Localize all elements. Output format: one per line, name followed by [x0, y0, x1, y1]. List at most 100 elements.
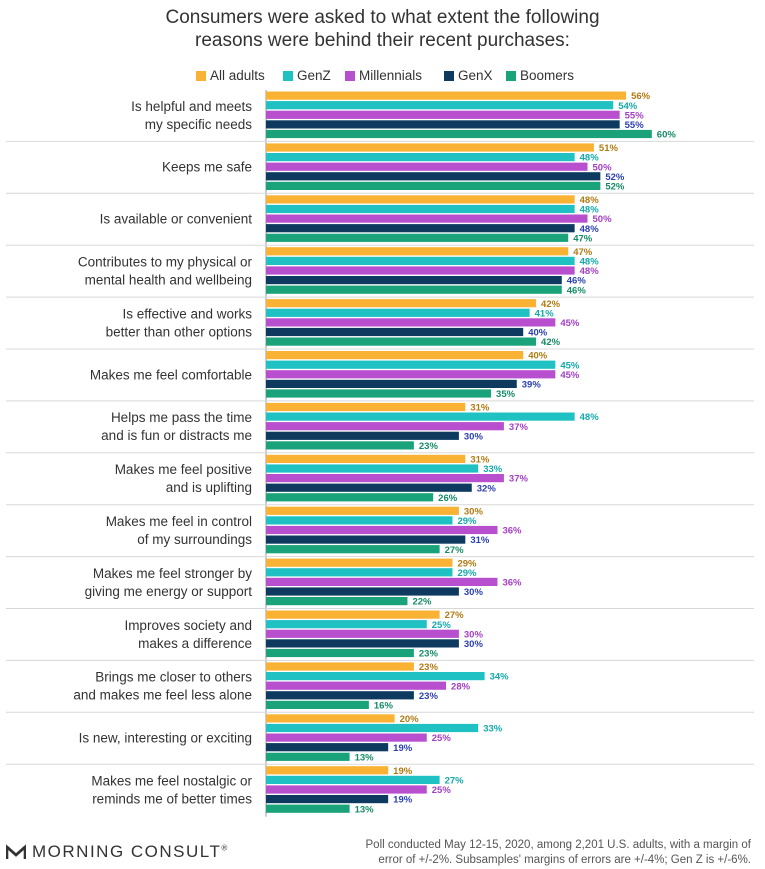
category-label: Makes me feel positive	[115, 462, 252, 477]
bar-value-label: 42%	[541, 299, 561, 310]
bar-value-label: 19%	[393, 743, 413, 754]
category-label: Keeps me safe	[162, 160, 252, 175]
bar-millennials	[266, 266, 575, 275]
bar-value-label: 25%	[432, 733, 452, 744]
bar-millennials	[266, 577, 498, 586]
morning-consult-m-icon	[5, 844, 27, 865]
bar-value-label: 23%	[419, 691, 439, 702]
category-label: Is available or convenient	[100, 212, 253, 227]
category-label: Makes me feel stronger by	[93, 566, 252, 581]
bar-all-adults	[266, 299, 537, 308]
poll-note-line-1: Poll conducted May 12-15, 2020, among 2,…	[365, 839, 751, 851]
bar-value-label: 31%	[470, 403, 490, 414]
bar-value-label: 27%	[445, 545, 465, 556]
bar-genx	[266, 795, 389, 804]
bar-value-label: 60%	[657, 130, 677, 141]
bar-millennials	[266, 110, 620, 119]
bar-genz	[266, 153, 575, 162]
bar-genx	[266, 535, 466, 544]
bar-value-label: 20%	[400, 714, 420, 725]
bar-value-label: 47%	[573, 233, 593, 244]
legend-item-genz: GenZ	[283, 68, 331, 83]
category-label: Is new, interesting or exciting	[79, 731, 252, 746]
bar-value-label: 27%	[445, 776, 465, 787]
bar-value-label: 34%	[490, 672, 510, 683]
bar-value-label: 45%	[560, 360, 580, 371]
bar-all-adults	[266, 402, 466, 412]
category-label: Makes me feel nostalgic or	[91, 774, 252, 789]
bar-value-label: 37%	[509, 474, 529, 485]
bar-boomers	[266, 597, 408, 606]
bar-genx	[266, 691, 414, 700]
bar-genz	[266, 308, 530, 317]
bar-all-adults	[266, 247, 569, 256]
bar-value-label: 48%	[580, 205, 600, 216]
bar-genz	[266, 204, 575, 214]
legend-label: GenZ	[297, 68, 331, 83]
category-label: and is fun or distracts me	[101, 428, 252, 443]
bar-genz	[266, 620, 427, 629]
category-group: Contributes to my physical or mental heal…	[6, 247, 754, 298]
bar-millennials	[266, 318, 556, 327]
category-group: Brings me closer to others and makes me f…	[6, 662, 754, 713]
bar-value-label: 48%	[580, 412, 600, 423]
bar-value-label: 48%	[580, 257, 600, 268]
legend-swatch	[506, 71, 516, 81]
bar-value-label: 30%	[464, 639, 484, 650]
bar-all-adults	[266, 662, 414, 671]
legend-swatch	[283, 71, 293, 81]
bar-value-label: 28%	[451, 681, 471, 692]
bar-boomers	[266, 648, 414, 658]
bar-boomers	[266, 337, 537, 346]
bar-value-label: 50%	[593, 162, 613, 173]
bar-value-label: 23%	[419, 662, 439, 673]
bar-value-label: 56%	[631, 91, 651, 102]
bar-genx	[266, 743, 389, 752]
bar-boomers	[266, 129, 652, 139]
category-label: Brings me closer to others	[95, 670, 252, 685]
bar-genz	[266, 568, 453, 577]
chart-legend: All adults GenZ Millennials GenX Boomers	[0, 68, 765, 86]
bar-genz	[266, 412, 575, 421]
legend-swatch	[345, 71, 355, 81]
bar-value-label: 30%	[464, 506, 484, 517]
bar-genx	[266, 276, 562, 285]
bar-value-label: 33%	[483, 724, 503, 735]
bar-boomers	[266, 441, 414, 450]
bar-all-adults	[266, 766, 389, 775]
bar-genx	[266, 483, 472, 492]
category-label: Is helpful and meets	[131, 99, 252, 114]
bar-value-label: 39%	[522, 380, 542, 391]
bar-value-label: 50%	[593, 214, 613, 225]
category-group: Is new, interesting or exciting 20% 33% 25%…	[6, 714, 754, 765]
category-label: Is effective and works	[122, 306, 252, 321]
bar-chart: Is helpful and meets my specific needs 56%…	[6, 90, 754, 817]
bar-value-label: 33%	[483, 464, 503, 475]
bar-boomers	[266, 233, 569, 242]
bar-value-label: 19%	[393, 795, 413, 806]
bar-value-label: 29%	[457, 558, 477, 569]
category-group: Improves society and makes a difference 27…	[6, 610, 754, 661]
legend-swatch	[444, 71, 454, 81]
bar-millennials	[266, 162, 588, 171]
bar-value-label: 13%	[355, 752, 375, 763]
bar-value-label: 40%	[528, 351, 548, 362]
poll-note-line-2: error of +/-2%. Subsamples' margins of e…	[378, 854, 751, 866]
bar-value-label: 23%	[419, 649, 439, 660]
bar-value-label: 48%	[580, 266, 600, 277]
bar-value-label: 29%	[457, 516, 477, 527]
category-label: makes a difference	[138, 636, 252, 651]
bar-value-label: 23%	[419, 441, 439, 452]
bar-genz	[266, 256, 575, 265]
bar-boomers	[266, 493, 434, 502]
category-label: reminds me of better times	[92, 792, 252, 807]
legend-item-genx: GenX	[444, 68, 493, 83]
legend-label: All adults	[210, 68, 265, 83]
bar-millennials	[266, 629, 459, 638]
category-group: Makes me feel in control of my surroundin…	[6, 506, 754, 558]
legend-label: Boomers	[520, 68, 575, 83]
category-label: Makes me feel comfortable	[90, 367, 252, 382]
bar-millennials	[266, 681, 447, 690]
legend-label: Millennials	[359, 68, 423, 83]
legend-label: GenX	[458, 68, 493, 83]
